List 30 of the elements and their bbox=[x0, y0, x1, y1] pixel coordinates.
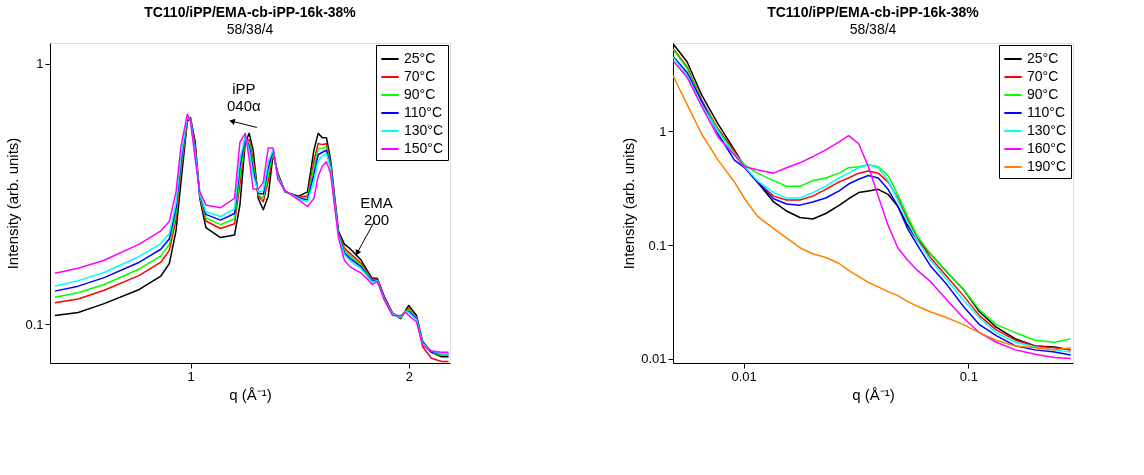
chart-title: TC110/iPP/EMA-cb-iPP-16k-38% bbox=[144, 4, 357, 20]
annotation: EMA 200 bbox=[360, 194, 393, 229]
y-axis-title: Intensity (arb. units) bbox=[620, 137, 638, 270]
legend-label: 110°C bbox=[404, 104, 443, 120]
x-tick-label: 1 bbox=[187, 368, 195, 384]
legend-label: 70°C bbox=[1027, 68, 1059, 84]
y-tick-label: 1 bbox=[659, 123, 667, 139]
legend-label: 90°C bbox=[1027, 86, 1059, 102]
annotation: iPP 040α bbox=[227, 80, 262, 115]
y-axis-title: Intensity (arb. units) bbox=[4, 137, 22, 270]
legend-label: 25°C bbox=[404, 50, 436, 66]
legend-label: 110°C bbox=[1027, 104, 1066, 120]
legend-label: 70°C bbox=[404, 68, 436, 84]
x-axis-title: q (Å⁻¹) bbox=[852, 385, 895, 403]
chart-subtitle: 58/38/4 bbox=[849, 21, 897, 37]
x-axis-title: q (Å⁻¹) bbox=[229, 385, 272, 403]
chart-subtitle: 58/38/4 bbox=[226, 21, 274, 37]
y-tick-label: 0.1 bbox=[648, 237, 667, 253]
legend-label: 150°C bbox=[404, 140, 444, 156]
legend-label: 25°C bbox=[1027, 50, 1059, 66]
x-tick-label: 0.01 bbox=[731, 368, 757, 384]
legend-label: 130°C bbox=[404, 122, 444, 138]
x-tick-label: 0.1 bbox=[959, 368, 978, 384]
legend-label: 190°C bbox=[1027, 158, 1067, 174]
legend-label: 130°C bbox=[1027, 122, 1067, 138]
legend-label: 90°C bbox=[404, 86, 436, 102]
y-tick-label: 0.01 bbox=[641, 351, 667, 367]
chart-title: TC110/iPP/EMA-cb-iPP-16k-38% bbox=[767, 4, 980, 20]
x-tick-label: 2 bbox=[405, 368, 413, 384]
legend-label: 160°C bbox=[1027, 140, 1067, 156]
